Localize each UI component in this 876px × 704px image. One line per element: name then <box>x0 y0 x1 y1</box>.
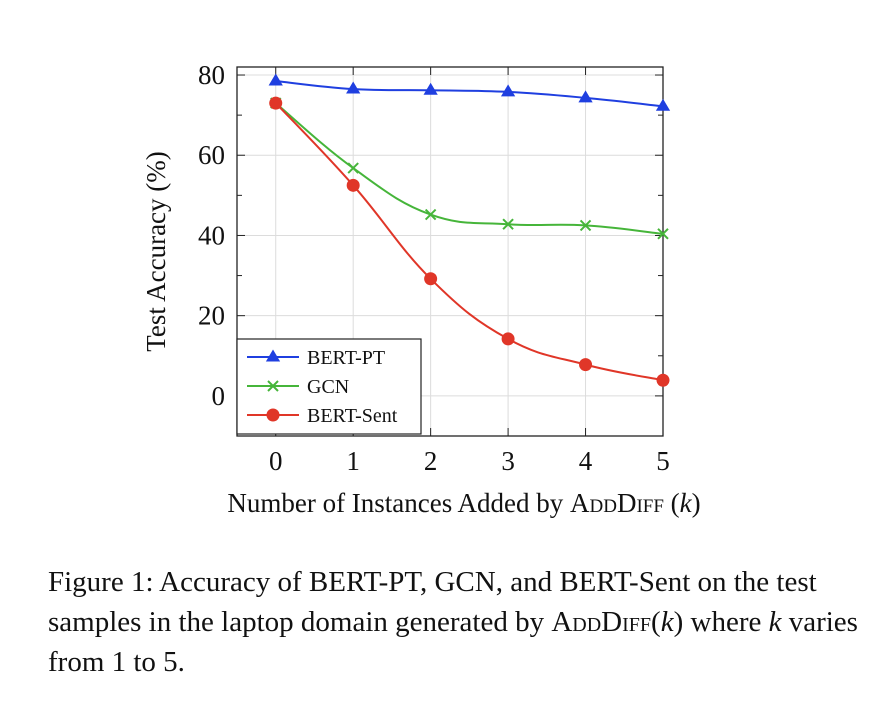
legend-label: BERT-PT <box>307 347 385 369</box>
data-point <box>579 358 593 372</box>
y-tick-label: 0 <box>212 381 226 411</box>
caption-arg-close: ) <box>673 606 684 638</box>
caption-suffix-b: varies from 1 to 5. <box>48 606 858 678</box>
series-bert-sent <box>269 96 670 387</box>
legend-marker <box>265 349 281 362</box>
caption-arg-open: ( <box>651 606 661 638</box>
x-tick-label: 5 <box>656 446 670 476</box>
data-point <box>347 162 359 174</box>
y-tick-label: 60 <box>198 140 225 170</box>
y-tick-label: 20 <box>198 301 225 331</box>
x-tick-label: 1 <box>346 446 360 476</box>
caption-suffix-a: where <box>683 606 769 638</box>
data-point <box>424 272 438 286</box>
x-tick-label: 3 <box>501 446 515 476</box>
x-axis-label: Number of Instances Added by AddDiff (k) <box>227 488 700 518</box>
caption-arg-k: k <box>660 606 674 638</box>
data-point <box>655 98 671 111</box>
caption-suffix-k: k <box>768 606 782 638</box>
data-point <box>656 373 670 387</box>
caption-prefix: Figure 1: Accuracy of BERT-PT, GCN, and … <box>48 566 817 638</box>
data-point <box>346 178 360 192</box>
x-tick-label: 4 <box>579 446 593 476</box>
legend-label: GCN <box>307 376 349 398</box>
data-point <box>268 73 283 86</box>
legend-marker <box>266 408 280 422</box>
data-point <box>578 90 593 103</box>
data-point <box>502 218 514 230</box>
data-point <box>269 96 283 110</box>
y-tick-label: 80 <box>198 60 225 90</box>
caption-method: AddDiff <box>551 606 652 638</box>
data-point <box>579 219 592 232</box>
data-point <box>657 228 669 240</box>
data-point <box>423 82 438 95</box>
series-line <box>275 102 664 235</box>
y-tick-label: 40 <box>198 220 225 250</box>
series-bert-pt <box>268 73 671 111</box>
y-axis-label: Test Accuracy (%) <box>141 151 171 352</box>
legend-label: BERT-Sent <box>307 405 398 427</box>
line-chart: 0 1 2 3 4 5 0 20 40 60 80 Number of Instances Added… <box>141 60 701 518</box>
legend-marker <box>267 380 279 392</box>
series-gcn <box>270 97 669 240</box>
data-point <box>501 332 515 346</box>
legend-entry: GCN <box>247 376 349 398</box>
x-tick-label: 0 <box>269 446 283 476</box>
legend: BERT-PT GCN BERT-Sent <box>236 338 422 435</box>
series-line <box>275 80 664 108</box>
x-tick-label: 2 <box>424 446 438 476</box>
data-point <box>424 208 437 221</box>
legend-entry: BERT-Sent <box>247 405 398 427</box>
plot-frame <box>236 66 664 437</box>
data-point <box>346 81 361 94</box>
figure-caption: Figure 1: Accuracy of BERT-PT, GCN, and … <box>48 562 858 682</box>
data-point <box>500 84 516 97</box>
legend-entry: BERT-PT <box>247 347 385 369</box>
